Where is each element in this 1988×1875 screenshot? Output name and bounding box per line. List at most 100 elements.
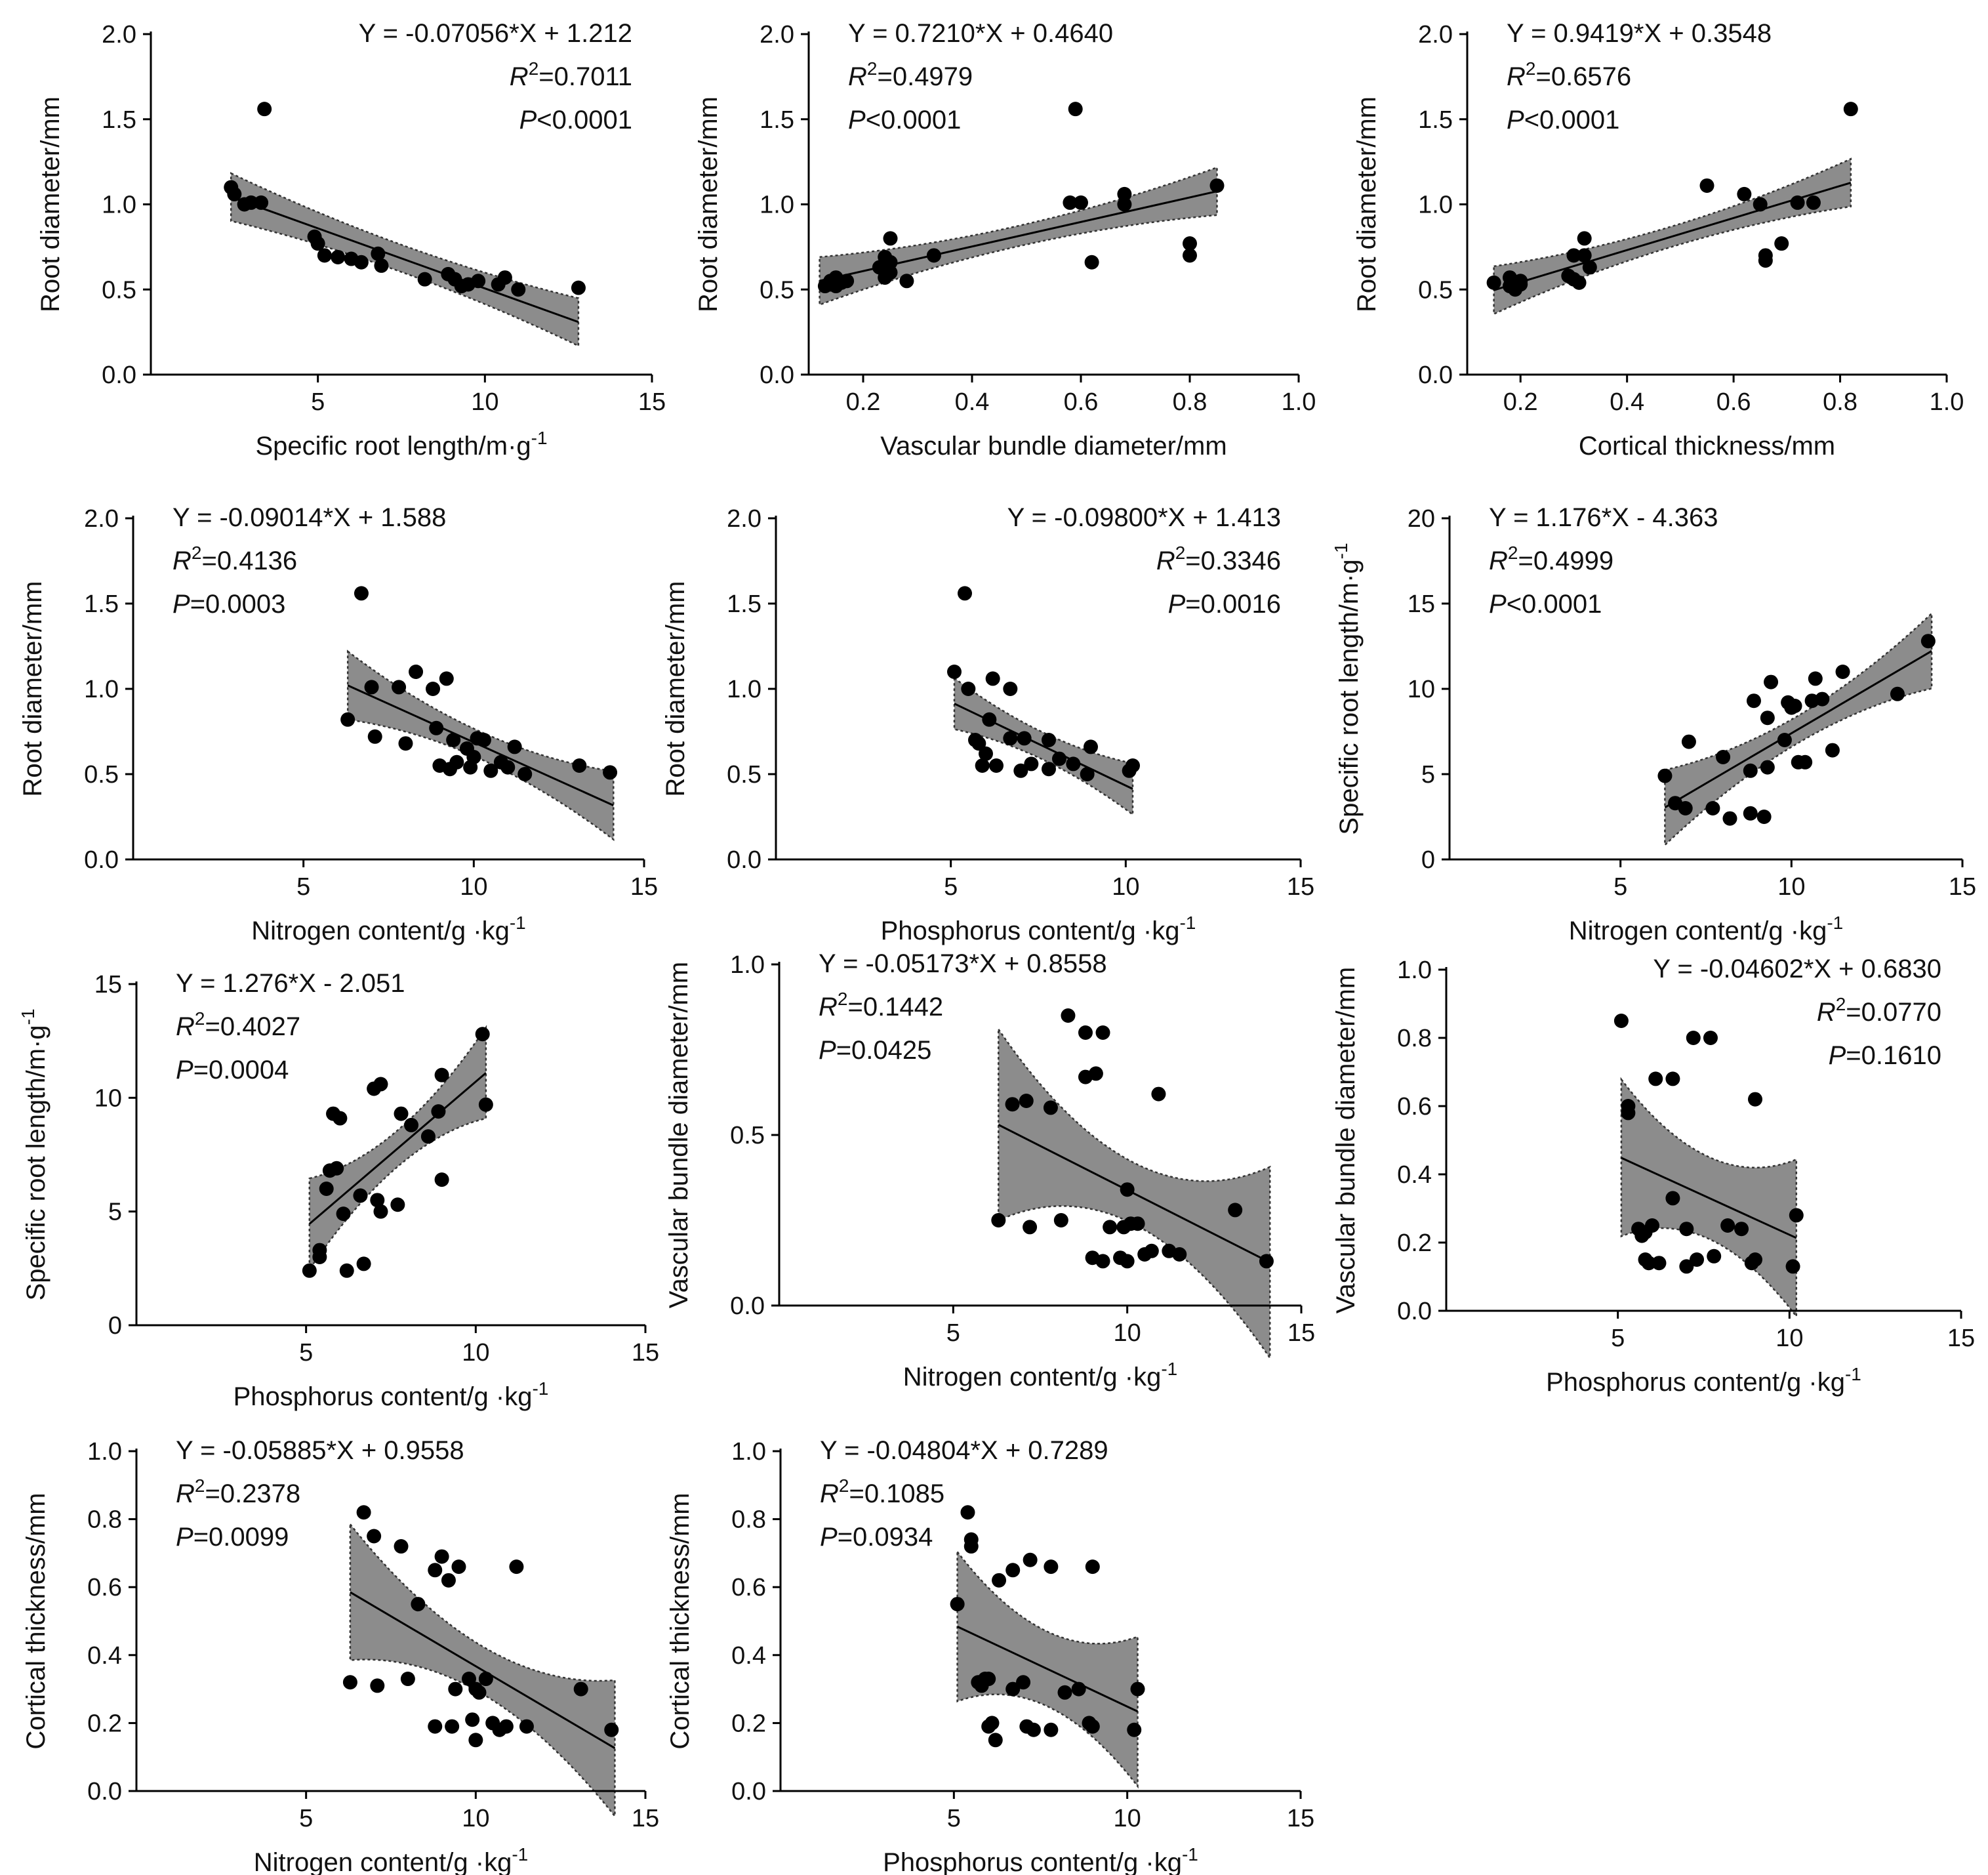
y-tick-label: 0.5 (760, 276, 794, 304)
y-tick-label: 0.0 (84, 846, 119, 874)
data-point (926, 248, 941, 263)
data-point (1748, 1092, 1762, 1107)
x-tick-label: 15 (1288, 1319, 1315, 1347)
data-point (500, 760, 516, 775)
x-tick-label: 0.4 (955, 388, 990, 416)
y-tick-label: 0.8 (731, 1506, 766, 1534)
data-point (1068, 102, 1083, 117)
data-point (1026, 1722, 1041, 1737)
r-sup: 2 (192, 543, 202, 563)
x-tick-label: 0.2 (846, 388, 881, 416)
y-tick-label: 0.2 (731, 1710, 766, 1737)
data-point (340, 712, 355, 727)
regression-line (1664, 650, 1932, 809)
y-axis-title-main: Specific root length/m·g (22, 1025, 51, 1300)
data-point (367, 1529, 382, 1544)
y-axis-title-main: Specific root length/m·g (1335, 559, 1364, 834)
x-tick-label: 15 (630, 873, 658, 901)
data-point (1044, 1722, 1059, 1737)
p-symbol: P (819, 1036, 836, 1065)
data-point (1835, 665, 1850, 679)
r-sup: 2 (867, 58, 878, 79)
equation-line: Y = -0.04804*X + 0.7289 (820, 1436, 1108, 1465)
x-tick-label: 5 (944, 873, 958, 901)
data-point (964, 1539, 979, 1554)
data-point (1144, 1243, 1159, 1258)
x-tick-label: 15 (632, 1805, 659, 1832)
x-axis-title-main: Nitrogen content/g ·kg (1569, 917, 1827, 945)
r-symbol: R (1817, 998, 1836, 1027)
data-point (478, 1672, 493, 1687)
x-tick-label: 15 (632, 1339, 659, 1367)
y-tick-label: 0.4 (1397, 1161, 1432, 1189)
y-tick-label: 1.0 (760, 192, 794, 219)
regression-line (1621, 1157, 1797, 1239)
y-tick-label: 2.0 (102, 21, 136, 49)
p-symbol: P (1507, 106, 1524, 134)
data-point (451, 1559, 466, 1575)
data-point (483, 763, 498, 778)
data-point (1678, 801, 1693, 815)
p-value-text: =0.0425 (836, 1036, 932, 1065)
x-axis-title-main: Nitrogen content/g ·kg (251, 917, 510, 945)
p-value: P=0.0099 (176, 1523, 289, 1552)
data-point (1890, 686, 1905, 701)
y-tick-label: 20 (1408, 505, 1435, 533)
x-tick-label: 5 (299, 1339, 313, 1367)
equation-line: Y = -0.05173*X + 0.8558 (819, 949, 1107, 978)
data-point (975, 758, 990, 773)
data-point (354, 255, 369, 270)
data-point (1126, 758, 1140, 773)
y-tick-label: 0.0 (760, 361, 794, 389)
y-tick-label: 0.5 (730, 1122, 765, 1149)
y-axis-title: Cortical thickness/mm (22, 1493, 51, 1749)
data-point (497, 270, 512, 285)
y-axis-title-sup: -1 (18, 1008, 38, 1025)
y-tick-label: 10 (1408, 676, 1435, 703)
x-tick-label: 15 (638, 388, 666, 416)
data-point (1657, 768, 1673, 783)
data-point (1652, 1256, 1667, 1271)
data-point (1151, 1086, 1166, 1102)
data-point (1681, 734, 1696, 749)
p-symbol: P (1168, 590, 1186, 619)
x-axis-title: Nitrogen content/g ·kg-1 (903, 1359, 1177, 1391)
data-point (478, 1097, 493, 1112)
data-point (1705, 801, 1720, 815)
data-point (1127, 1722, 1142, 1737)
data-point (1486, 275, 1501, 290)
data-point (1686, 1031, 1701, 1045)
data-point (333, 1111, 348, 1126)
y-tick-label: 0.4 (87, 1642, 122, 1670)
p-value: P<0.0001 (848, 106, 961, 134)
data-point (1013, 763, 1028, 778)
x-axis-title: Nitrogen content/g ·kg-1 (1569, 913, 1843, 945)
data-point (356, 1256, 371, 1271)
data-point (1044, 1559, 1059, 1575)
data-point (373, 1204, 388, 1219)
x-tick-label: 10 (462, 1805, 489, 1832)
data-point (409, 665, 424, 679)
y-tick-label: 2.0 (84, 505, 119, 533)
data-point (1085, 1719, 1100, 1734)
p-value-text: <0.0001 (1524, 106, 1620, 134)
data-point (1703, 1031, 1718, 1045)
data-point (991, 1213, 1006, 1227)
r-squared-value: =0.4979 (877, 62, 973, 91)
r-squared-value: =0.0770 (1846, 998, 1941, 1027)
x-axis-title-sup: -1 (510, 913, 526, 933)
data-point (1758, 248, 1773, 263)
data-point (465, 1712, 480, 1727)
data-point (1078, 1025, 1093, 1040)
data-point (356, 1505, 371, 1520)
data-point (992, 1573, 1007, 1588)
data-point (979, 746, 993, 761)
p-symbol: P (1489, 590, 1507, 619)
data-point (1042, 733, 1056, 747)
data-point (466, 750, 481, 764)
data-point (1679, 1259, 1694, 1274)
data-point (319, 1182, 334, 1196)
equation-line: Y = -0.09014*X + 1.588 (172, 503, 446, 532)
data-point (468, 1733, 483, 1748)
